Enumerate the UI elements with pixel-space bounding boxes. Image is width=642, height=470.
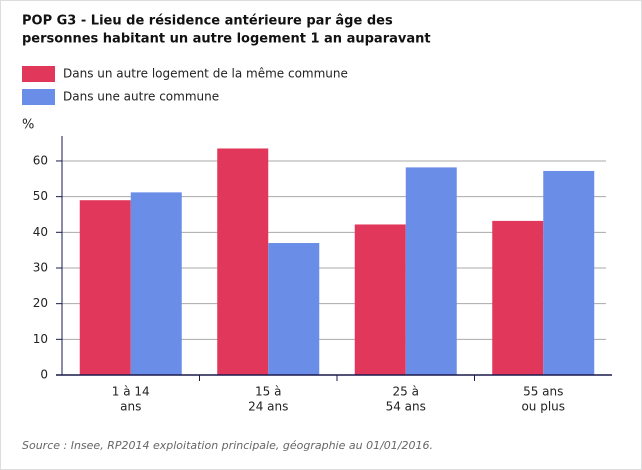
- y-tick-label: 40: [33, 225, 48, 239]
- legend-swatch: [22, 66, 55, 82]
- y-tick-label: 10: [33, 332, 48, 346]
- chart-title: POP G3 - Lieu de résidence antérieure pa…: [22, 14, 393, 29]
- y-tick-label: 50: [33, 189, 48, 203]
- bar: [268, 243, 320, 375]
- chart-title: personnes habitant un autre logement 1 a…: [22, 32, 431, 47]
- x-tick-label: 25 à: [393, 385, 419, 399]
- y-axis-label: %: [22, 118, 34, 133]
- bar: [79, 200, 131, 375]
- bar: [492, 220, 544, 375]
- x-tick-label: 1 à 14: [112, 385, 150, 399]
- bar: [217, 148, 269, 375]
- legend-label: Dans un autre logement de la même commun…: [63, 67, 348, 81]
- x-tick-label: 15 à: [255, 385, 281, 399]
- x-tick-label: ans: [120, 400, 141, 414]
- x-tick-label: 24 ans: [248, 400, 288, 414]
- x-tick-label: 54 ans: [386, 400, 426, 414]
- bar: [543, 170, 595, 375]
- bar: [405, 167, 457, 375]
- y-tick-label: 30: [33, 260, 48, 274]
- legend-swatch: [22, 89, 55, 105]
- y-tick-label: 60: [33, 153, 48, 167]
- y-tick-label: 20: [33, 296, 48, 310]
- legend-label: Dans une autre commune: [63, 90, 219, 104]
- bar: [354, 224, 406, 375]
- bar: [130, 192, 182, 375]
- x-tick-label: 55 ans: [523, 385, 563, 399]
- source: Source : Insee, RP2014 exploitation prin…: [22, 439, 433, 452]
- x-tick-label: ou plus: [521, 400, 565, 414]
- y-tick-label: 0: [40, 368, 48, 382]
